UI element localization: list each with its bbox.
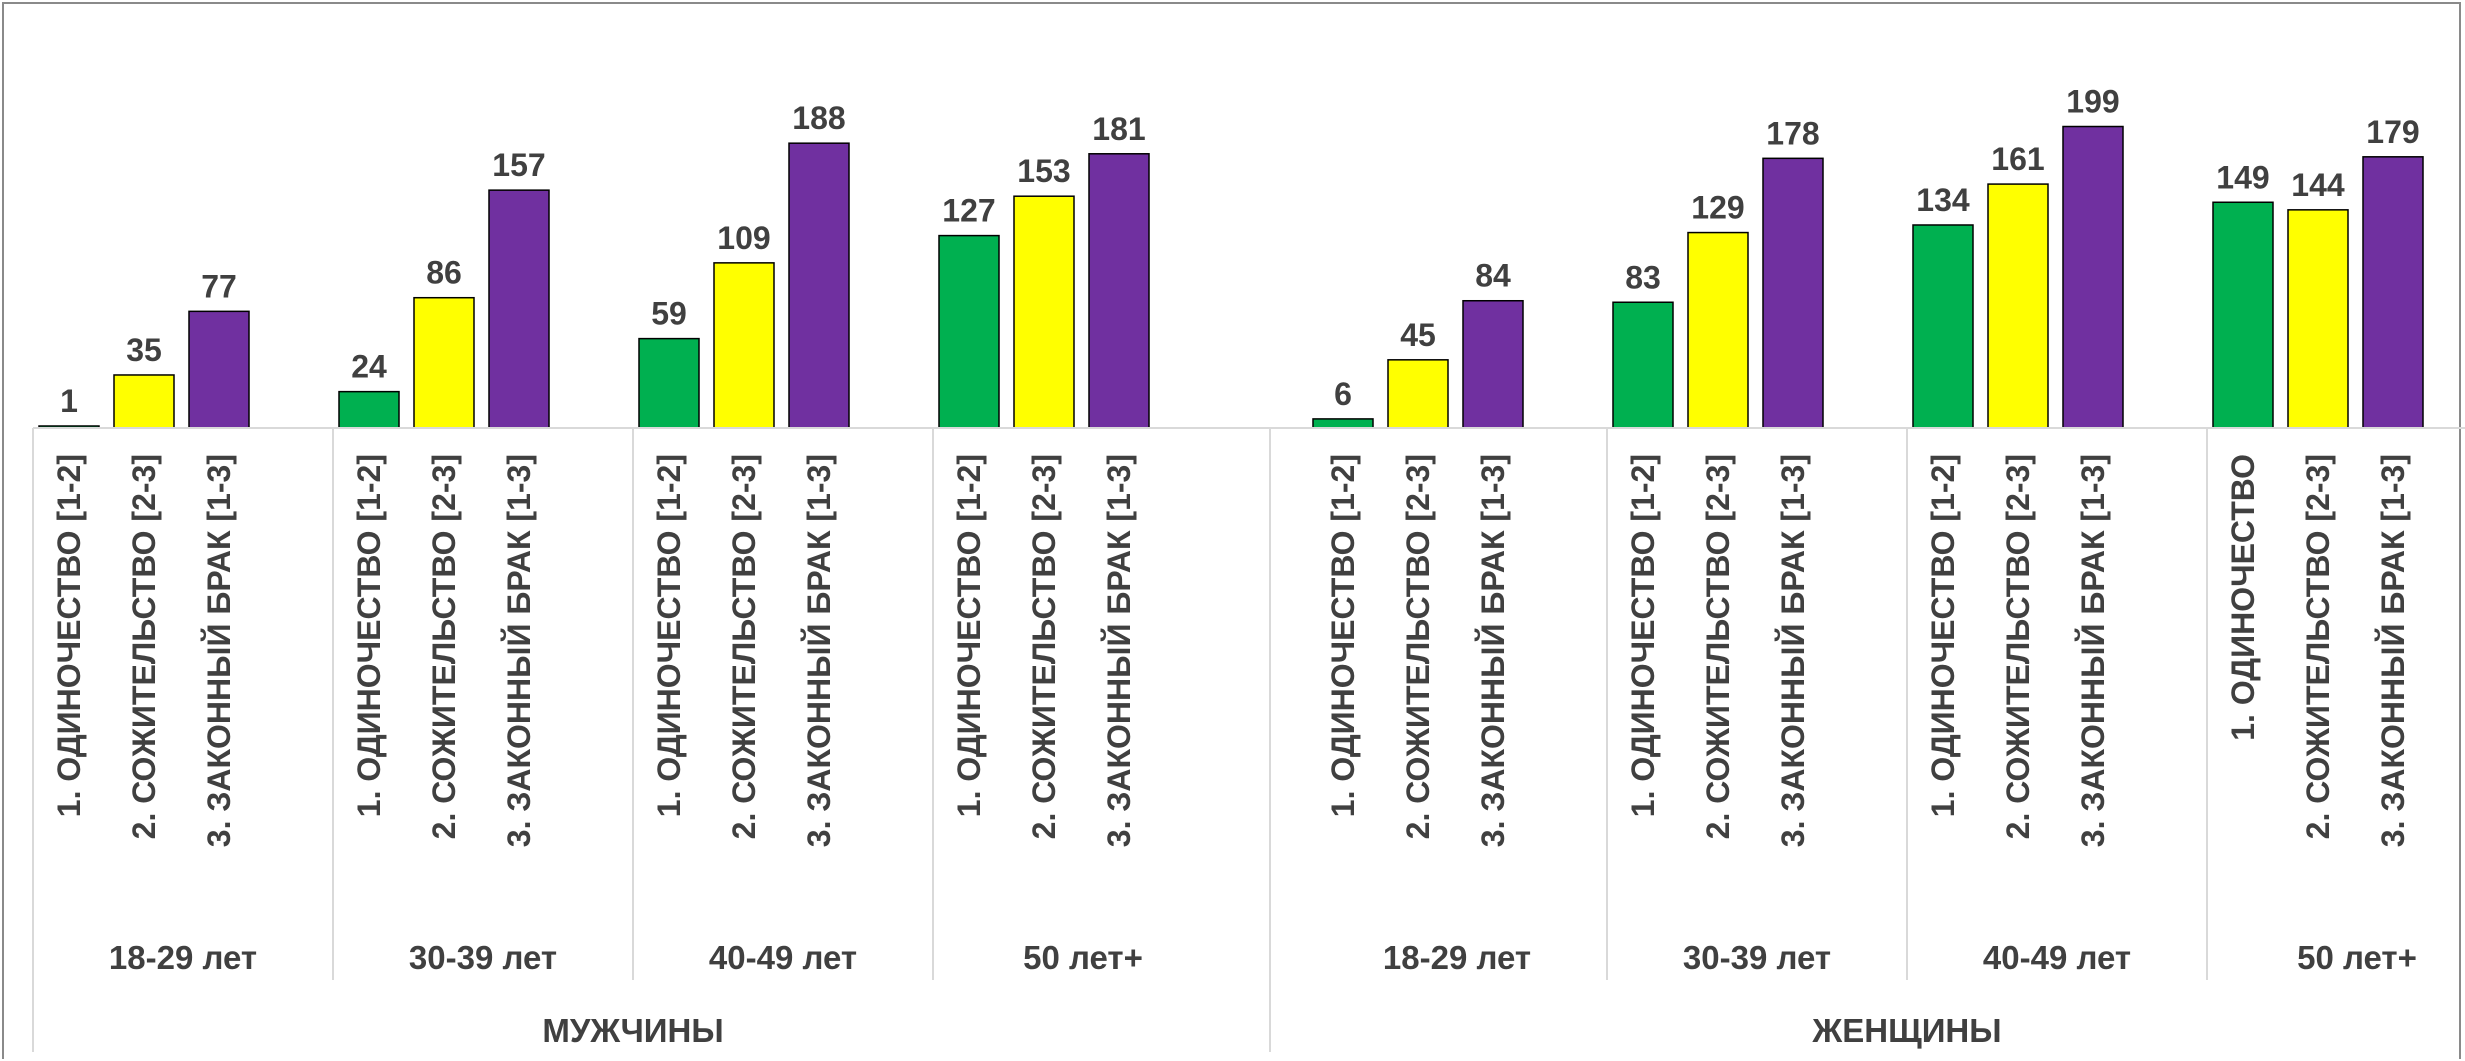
bar xyxy=(1912,224,1974,429)
data-label: 127 xyxy=(942,193,995,229)
bar xyxy=(788,142,850,429)
data-label: 188 xyxy=(792,100,845,136)
category-label: 1. ОДИНОЧЕСТВО [1-2] xyxy=(951,454,987,817)
bar xyxy=(2062,125,2124,429)
age-group-label: 18-29 лет xyxy=(109,939,257,976)
bar xyxy=(1088,153,1150,429)
bar xyxy=(188,310,250,429)
category-label: 2. СОЖИТЕЛЬСТВО [2-3] xyxy=(1700,454,1736,839)
data-label: 199 xyxy=(2066,84,2119,120)
category-label: 1. ОДИНОЧЕСТВО xyxy=(2225,454,2261,741)
category-label: 3. ЗАКОННЫЙ БРАК [1-3] xyxy=(2075,454,2111,847)
data-label: 84 xyxy=(1475,258,1511,294)
data-label: 181 xyxy=(1092,111,1145,147)
gender-label: ЖЕНЩИНЫ xyxy=(1811,1012,2001,1049)
bar xyxy=(1762,157,1824,429)
bar xyxy=(1387,359,1449,429)
age-group-label: 30-39 лет xyxy=(409,939,557,976)
category-label: 1. ОДИНОЧЕСТВО [1-2] xyxy=(651,454,687,817)
category-label: 2. СОЖИТЕЛЬСТВО [2-3] xyxy=(2000,454,2036,839)
bar xyxy=(2287,209,2349,429)
category-label: 1. ОДИНОЧЕСТВО [1-2] xyxy=(1625,454,1661,817)
category-label: 1. ОДИНОЧЕСТВО [1-2] xyxy=(1325,454,1361,817)
category-label: 3. ЗАКОННЫЙ БРАК [1-3] xyxy=(1775,454,1811,847)
category-label: 2. СОЖИТЕЛЬСТВО [2-3] xyxy=(126,454,162,839)
data-label: 45 xyxy=(1400,317,1436,353)
data-label: 134 xyxy=(1916,182,1970,218)
category-label: 2. СОЖИТЕЛЬСТВО [2-3] xyxy=(1400,454,1436,839)
data-label: 77 xyxy=(201,268,237,304)
data-label: 161 xyxy=(1991,141,2044,177)
category-label: 3. ЗАКОННЫЙ БРАК [1-3] xyxy=(501,454,537,847)
gender-label: МУЖЧИНЫ xyxy=(542,1012,723,1049)
data-label: 129 xyxy=(1691,190,1744,226)
category-label: 3. ЗАКОННЫЙ БРАК [1-3] xyxy=(2375,454,2411,847)
age-group-label: 18-29 лет xyxy=(1383,939,1531,976)
age-group-label: 40-49 лет xyxy=(1983,939,2131,976)
data-label: 6 xyxy=(1334,376,1352,412)
category-label: 2. СОЖИТЕЛЬСТВО [2-3] xyxy=(426,454,462,839)
bar xyxy=(1013,195,1075,429)
age-group-label: 40-49 лет xyxy=(709,939,857,976)
bar xyxy=(413,296,475,429)
bar xyxy=(338,390,400,429)
data-label: 157 xyxy=(492,147,545,183)
bar xyxy=(1462,299,1524,429)
bar xyxy=(1987,183,2049,429)
category-label: 1. ОДИНОЧЕСТВО [1-2] xyxy=(51,454,87,817)
bar xyxy=(113,374,175,429)
category-label: 3. ЗАКОННЫЙ БРАК [1-3] xyxy=(801,454,837,847)
age-group-label: 30-39 лет xyxy=(1683,939,1831,976)
category-label: 2. СОЖИТЕЛЬСТВО [2-3] xyxy=(2300,454,2336,839)
category-label: 1. ОДИНОЧЕСТВО [1-2] xyxy=(351,454,387,817)
data-label: 179 xyxy=(2366,114,2419,150)
category-label: 1. ОДИНОЧЕСТВО [1-2] xyxy=(1925,454,1961,817)
data-label: 153 xyxy=(1017,153,1070,189)
bar xyxy=(1312,418,1374,429)
data-label: 178 xyxy=(1766,115,1819,151)
data-label: 144 xyxy=(2291,167,2345,203)
bar xyxy=(938,234,1000,429)
age-group-label: 50 лет+ xyxy=(2297,939,2417,976)
category-label: 3. ЗАКОННЫЙ БРАК [1-3] xyxy=(1475,454,1511,847)
category-label: 3. ЗАКОННЫЙ БРАК [1-3] xyxy=(201,454,237,847)
bar xyxy=(713,262,775,429)
bar xyxy=(1612,301,1674,429)
bar xyxy=(2212,201,2274,429)
data-label: 86 xyxy=(426,255,462,291)
category-label: 2. СОЖИТЕЛЬСТВО [2-3] xyxy=(1026,454,1062,839)
category-label: 3. ЗАКОННЫЙ БРАК [1-3] xyxy=(1101,454,1137,847)
age-group-label: 50 лет+ xyxy=(1023,939,1143,976)
data-label: 109 xyxy=(717,220,770,256)
data-label: 1 xyxy=(60,383,78,419)
data-label: 24 xyxy=(351,349,387,385)
bar xyxy=(488,189,550,429)
category-label: 2. СОЖИТЕЛЬСТВО [2-3] xyxy=(726,454,762,839)
bar xyxy=(1687,231,1749,429)
data-label: 83 xyxy=(1625,259,1661,295)
bar xyxy=(638,337,700,429)
data-label: 35 xyxy=(126,332,162,368)
bar xyxy=(2362,156,2424,429)
data-label: 59 xyxy=(651,296,687,332)
data-label: 149 xyxy=(2216,159,2269,195)
